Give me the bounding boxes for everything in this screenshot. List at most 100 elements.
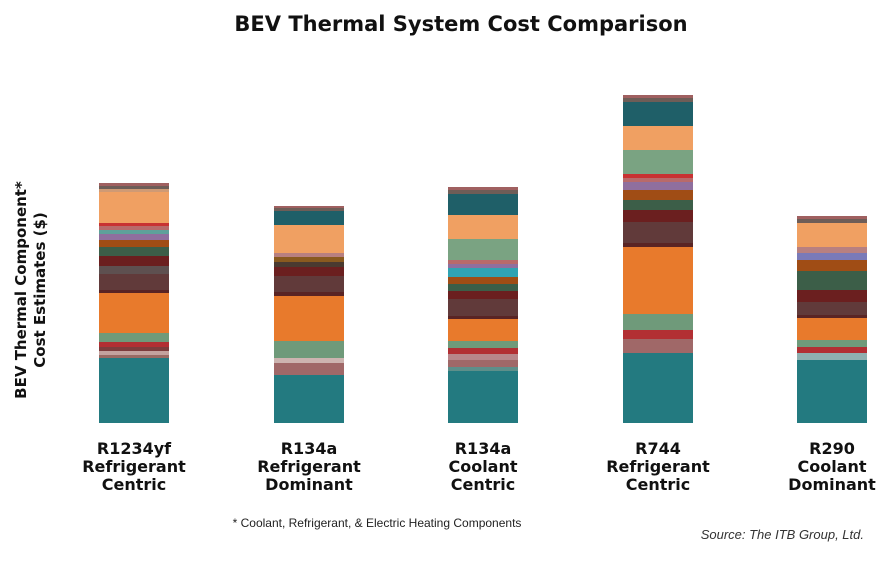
category-label-2-line-2: Refrigerant	[257, 457, 361, 476]
bar-segment-3-2	[448, 367, 518, 371]
bar-segment-2-2	[274, 363, 344, 375]
bar-segment-2-15	[274, 206, 344, 208]
category-label-5-line-3: Dominant	[788, 475, 876, 494]
bar-segment-4-5	[623, 247, 693, 314]
bar-segment-4-3	[623, 330, 693, 339]
bar-segment-1-17	[99, 223, 169, 226]
bar-segment-5-13	[797, 223, 867, 247]
bar-segment-5-4	[797, 340, 867, 347]
chart-title: BEV Thermal System Cost Comparison	[234, 12, 687, 36]
bar-segment-4-2	[623, 339, 693, 353]
category-label-1-line-2: Refrigerant	[82, 457, 186, 476]
source-credit: Source: The ITB Group, Ltd.	[701, 527, 864, 542]
bar-segment-4-15	[623, 126, 693, 150]
bar-segment-3-17	[448, 215, 518, 239]
bar-segment-5-10	[797, 260, 867, 271]
category-label-2-line-1: R134a	[281, 439, 338, 458]
bar-segment-4-17	[623, 98, 693, 102]
category-label-2-line-3: Dominant	[265, 475, 353, 494]
bar-segment-1-3	[99, 351, 169, 355]
bar-segment-3-4	[448, 354, 518, 360]
bar-segment-4-18	[623, 95, 693, 98]
bar-segment-2-5	[274, 296, 344, 341]
bar-segment-2-14	[274, 208, 344, 211]
category-label-4-line-3: Centric	[626, 475, 691, 494]
bar-segment-4-1	[623, 353, 693, 423]
bar-segment-3-12	[448, 277, 518, 284]
bar-segment-1-21	[99, 183, 169, 186]
bar-segment-1-16	[99, 226, 169, 230]
bar-segment-3-6	[448, 341, 518, 348]
category-label-4-line-1: R744	[635, 439, 681, 458]
category-label-3-line-3: Centric	[451, 475, 516, 494]
bar-segment-1-20	[99, 186, 169, 189]
bar-segment-4-8	[623, 210, 693, 222]
bar-segment-3-11	[448, 284, 518, 291]
bar-stacks	[99, 95, 867, 423]
bar-segment-2-10	[274, 257, 344, 262]
bar-segment-3-13	[448, 268, 518, 277]
bar-segment-5-5	[797, 318, 867, 340]
bar-segment-3-19	[448, 190, 518, 194]
bar-segment-3-3	[448, 360, 518, 367]
bar-segment-3-18	[448, 194, 518, 215]
bar-segment-5-1	[797, 360, 867, 423]
bar-segment-2-4	[274, 341, 344, 358]
bar-segment-3-14	[448, 264, 518, 268]
bar-segment-3-7	[448, 319, 518, 341]
bar-segment-2-8	[274, 267, 344, 276]
bar-segment-4-14	[623, 150, 693, 174]
category-label-1-line-3: Centric	[102, 475, 167, 494]
bar-segment-2-9	[274, 262, 344, 267]
bar-segment-4-4	[623, 314, 693, 330]
bar-segment-1-14	[99, 234, 169, 240]
footnote: * Coolant, Refrigerant, & Electric Heati…	[233, 516, 522, 530]
bar-segment-1-6	[99, 333, 169, 342]
category-label-4-line-2: Refrigerant	[606, 457, 710, 476]
bar-segment-3-1	[448, 371, 518, 423]
bar-segment-3-16	[448, 239, 518, 260]
bar-segment-3-20	[448, 187, 518, 190]
bar-segment-1-8	[99, 290, 169, 293]
bar-segment-5-6	[797, 315, 867, 318]
bar-segment-1-15	[99, 230, 169, 234]
category-label-5-line-1: R290	[809, 439, 855, 458]
bar-segment-1-5	[99, 342, 169, 347]
bar-segment-1-11	[99, 256, 169, 266]
category-label-3-line-1: R134a	[455, 439, 512, 458]
bar-segment-4-13	[623, 174, 693, 178]
bar-segment-5-15	[797, 216, 867, 219]
bar-segment-2-6	[274, 292, 344, 296]
bar-segment-5-7	[797, 302, 867, 315]
bar-segment-2-3	[274, 358, 344, 363]
bar-segment-1-10	[99, 266, 169, 274]
bar-segment-2-1	[274, 375, 344, 423]
bar-segment-3-9	[448, 299, 518, 316]
bar-segment-1-18	[99, 192, 169, 223]
bar-segment-4-7	[623, 222, 693, 243]
bar-segment-4-16	[623, 102, 693, 126]
bar-segment-5-11	[797, 253, 867, 260]
bar-segment-1-13	[99, 240, 169, 247]
bar-segment-2-7	[274, 276, 344, 292]
bar-segment-1-7	[99, 293, 169, 333]
bar-segment-3-10	[448, 291, 518, 299]
y-axis-label-line-1: BEV Thermal Component*	[12, 181, 30, 399]
bar-segment-3-15	[448, 260, 518, 264]
bar-segment-1-4	[99, 347, 169, 351]
bar-segment-2-13	[274, 211, 344, 225]
bar-segment-5-3	[797, 347, 867, 353]
bar-segment-5-9	[797, 271, 867, 290]
bar-segment-4-6	[623, 243, 693, 247]
bar-segment-3-5	[448, 348, 518, 354]
bar-segment-5-14	[797, 219, 867, 223]
y-axis-label-line-2: Cost Estimates ($)	[31, 212, 49, 368]
bar-segment-2-12	[274, 225, 344, 253]
category-labels: R1234yfRefrigerantCentricR134aRefrigeran…	[82, 439, 876, 494]
bar-segment-4-9	[623, 200, 693, 210]
category-label-3-line-2: Coolant	[448, 457, 517, 476]
bar-segment-4-11	[623, 182, 693, 190]
bar-segment-1-19	[99, 189, 169, 192]
bar-segment-2-11	[274, 253, 344, 257]
